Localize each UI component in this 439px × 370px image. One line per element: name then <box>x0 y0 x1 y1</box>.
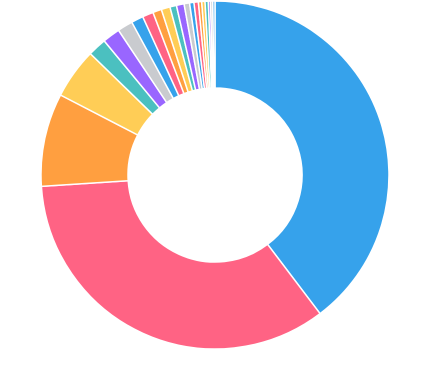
slice <box>40 179 321 350</box>
slice <box>212 0 216 89</box>
slice <box>214 0 390 315</box>
